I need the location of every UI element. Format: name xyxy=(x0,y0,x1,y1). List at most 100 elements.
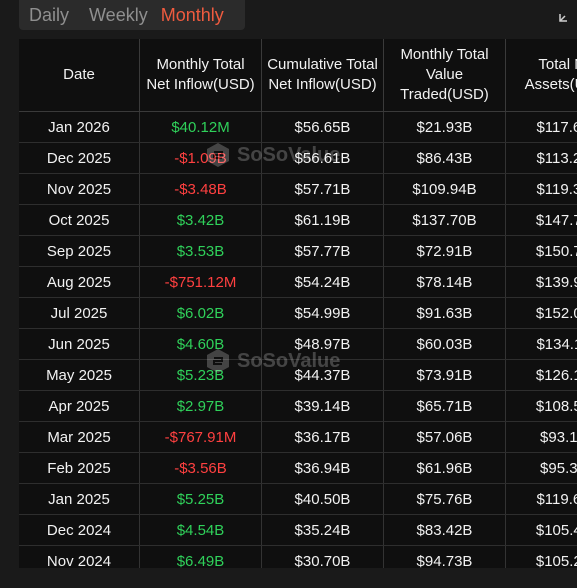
value-traded-cell: $91.63B xyxy=(383,297,506,329)
net-assets-cell: $150.77B xyxy=(505,235,577,267)
net-inflow-cell: -$1.09B xyxy=(139,142,262,174)
table-row: Nov 2025-$3.48B$57.71B$109.94B$119.39B xyxy=(19,173,577,205)
date-cell: Jul 2025 xyxy=(19,297,140,329)
net-assets-cell: $117.66B xyxy=(505,111,577,143)
value-traded-cell: $57.06B xyxy=(383,421,506,453)
table-row: Dec 2025-$1.09B$56.61B$86.43B$113.29B xyxy=(19,142,577,174)
table-row: Sep 2025$3.53B$57.77B$72.91B$150.77B xyxy=(19,235,577,267)
value-traded-cell: $73.91B xyxy=(383,359,506,391)
table-row: Jul 2025$6.02B$54.99B$91.63B$152.01B xyxy=(19,297,577,329)
flow-table-body: Jan 2026$40.12M$56.65B$21.93B$117.66BDec… xyxy=(19,111,577,568)
tab-monthly[interactable]: Monthly xyxy=(160,5,224,25)
header-date: Date xyxy=(19,39,140,112)
net-assets-cell: $139.95B xyxy=(505,266,577,298)
date-cell: May 2025 xyxy=(19,359,140,391)
value-traded-cell: $65.71B xyxy=(383,390,506,422)
net-assets-cell: $134.11B xyxy=(505,328,577,360)
net-assets-cell: $105.40B xyxy=(505,514,577,546)
header-cumulative-net-inflow: Cumulative Total Net Inflow(USD) xyxy=(261,39,384,112)
date-cell: Sep 2025 xyxy=(19,235,140,267)
value-traded-cell: $86.43B xyxy=(383,142,506,174)
bottom-strip xyxy=(0,568,577,588)
cumulative-inflow-cell: $54.99B xyxy=(261,297,384,329)
net-assets-cell: $95.38B xyxy=(505,452,577,484)
net-inflow-cell: $5.23B xyxy=(139,359,262,391)
date-cell: Nov 2024 xyxy=(19,545,140,568)
date-cell: Apr 2025 xyxy=(19,390,140,422)
flow-table: Date Monthly Total Net Inflow(USD) Cumul… xyxy=(19,39,577,568)
date-cell: Mar 2025 xyxy=(19,421,140,453)
cumulative-inflow-cell: $57.77B xyxy=(261,235,384,267)
value-traded-cell: $60.03B xyxy=(383,328,506,360)
value-traded-cell: $94.73B xyxy=(383,545,506,568)
table-row: Nov 2024$6.49B$30.70B$94.73B$105.28B xyxy=(19,545,577,568)
cumulative-inflow-cell: $39.14B xyxy=(261,390,384,422)
table-row: Apr 2025$2.97B$39.14B$65.71B$108.58B xyxy=(19,390,577,422)
table-row: Feb 2025-$3.56B$36.94B$61.96B$95.38B xyxy=(19,452,577,484)
net-inflow-cell: -$3.48B xyxy=(139,173,262,205)
net-inflow-cell: $6.02B xyxy=(139,297,262,329)
date-cell: Feb 2025 xyxy=(19,452,140,484)
cumulative-inflow-cell: $36.17B xyxy=(261,421,384,453)
net-assets-cell: $113.29B xyxy=(505,142,577,174)
value-traded-cell: $78.14B xyxy=(383,266,506,298)
cumulative-inflow-cell: $36.94B xyxy=(261,452,384,484)
net-assets-cell: $119.39B xyxy=(505,173,577,205)
table-row: Jun 2025$4.60B$48.97B$60.03B$134.11B xyxy=(19,328,577,360)
net-assets-cell: $108.58B xyxy=(505,390,577,422)
table-header-row: Date Monthly Total Net Inflow(USD) Cumul… xyxy=(19,39,577,112)
net-assets-cell: $152.01B xyxy=(505,297,577,329)
table-row: Oct 2025$3.42B$61.19B$137.70B$147.73B xyxy=(19,204,577,236)
cumulative-inflow-cell: $35.24B xyxy=(261,514,384,546)
date-cell: Aug 2025 xyxy=(19,266,140,298)
value-traded-cell: $21.93B xyxy=(383,111,506,143)
net-assets-cell: $147.73B xyxy=(505,204,577,236)
cumulative-inflow-cell: $40.50B xyxy=(261,483,384,515)
period-tabs: Daily Weekly Monthly xyxy=(19,0,245,30)
net-assets-cell: $119.66B xyxy=(505,483,577,515)
tab-daily[interactable]: Daily xyxy=(29,5,70,25)
date-cell: Dec 2024 xyxy=(19,514,140,546)
net-assets-cell: $105.28B xyxy=(505,545,577,568)
cumulative-inflow-cell: $48.97B xyxy=(261,328,384,360)
value-traded-cell: $137.70B xyxy=(383,204,506,236)
net-assets-cell: $126.15B xyxy=(505,359,577,391)
net-inflow-cell: $3.53B xyxy=(139,235,262,267)
header-total-net-assets: Total Net Assets(USD) xyxy=(505,39,577,112)
cumulative-inflow-cell: $56.61B xyxy=(261,142,384,174)
net-inflow-cell: $3.42B xyxy=(139,204,262,236)
cumulative-inflow-cell: $57.71B xyxy=(261,173,384,205)
value-traded-cell: $75.76B xyxy=(383,483,506,515)
cumulative-inflow-cell: $61.19B xyxy=(261,204,384,236)
net-inflow-cell: -$751.12M xyxy=(139,266,262,298)
header-monthly-value-traded: Monthly Total Value Traded(USD) xyxy=(383,39,506,112)
table-row: Jan 2025$5.25B$40.50B$75.76B$119.66B xyxy=(19,483,577,515)
tab-weekly[interactable]: Weekly xyxy=(89,5,148,25)
table-row: Mar 2025-$767.91M$36.17B$57.06B$93.17B xyxy=(19,421,577,453)
cumulative-inflow-cell: $44.37B xyxy=(261,359,384,391)
date-cell: Nov 2025 xyxy=(19,173,140,205)
net-inflow-cell: $2.97B xyxy=(139,390,262,422)
table-row: May 2025$5.23B$44.37B$73.91B$126.15B xyxy=(19,359,577,391)
net-inflow-cell: $5.25B xyxy=(139,483,262,515)
date-cell: Oct 2025 xyxy=(19,204,140,236)
net-assets-cell: $93.17B xyxy=(505,421,577,453)
value-traded-cell: $72.91B xyxy=(383,235,506,267)
net-inflow-cell: $40.12M xyxy=(139,111,262,143)
net-inflow-cell: -$3.56B xyxy=(139,452,262,484)
flow-table-container[interactable]: Date Monthly Total Net Inflow(USD) Cumul… xyxy=(19,39,577,568)
date-cell: Jan 2025 xyxy=(19,483,140,515)
cumulative-inflow-cell: $30.70B xyxy=(261,545,384,568)
net-inflow-cell: -$767.91M xyxy=(139,421,262,453)
value-traded-cell: $83.42B xyxy=(383,514,506,546)
expand-icon[interactable] xyxy=(559,8,573,22)
net-inflow-cell: $4.60B xyxy=(139,328,262,360)
net-inflow-cell: $6.49B xyxy=(139,545,262,568)
cumulative-inflow-cell: $56.65B xyxy=(261,111,384,143)
cumulative-inflow-cell: $54.24B xyxy=(261,266,384,298)
value-traded-cell: $109.94B xyxy=(383,173,506,205)
date-cell: Dec 2025 xyxy=(19,142,140,174)
header-monthly-net-inflow: Monthly Total Net Inflow(USD) xyxy=(139,39,262,112)
value-traded-cell: $61.96B xyxy=(383,452,506,484)
